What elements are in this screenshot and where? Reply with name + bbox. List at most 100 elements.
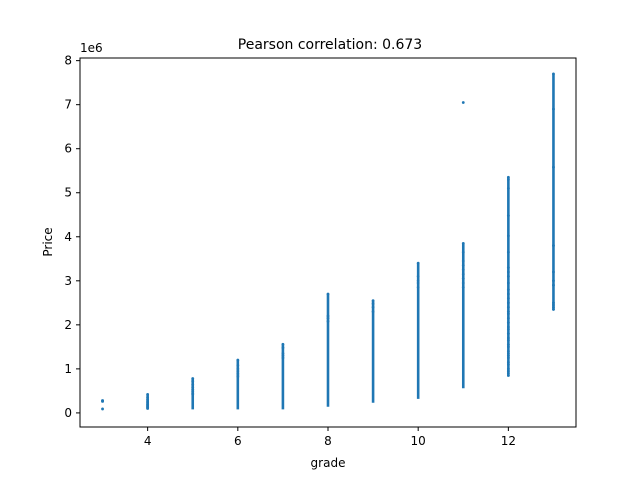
data-point	[506, 175, 510, 179]
data-point	[506, 250, 510, 254]
y-axis-label: Price	[41, 227, 55, 256]
data-point	[371, 302, 375, 306]
data-point	[506, 281, 510, 285]
data-point	[416, 279, 420, 283]
data-point	[506, 363, 510, 366]
data-point	[461, 281, 465, 285]
y-tick-label: 0	[64, 406, 72, 420]
data-point	[101, 407, 104, 411]
data-point	[506, 332, 510, 336]
data-point	[506, 371, 510, 375]
data-point	[281, 342, 285, 346]
data-point	[461, 272, 465, 276]
data-point	[416, 286, 420, 289]
data-point	[506, 214, 510, 218]
data-point	[461, 241, 465, 245]
data-point	[146, 393, 150, 396]
data-points	[101, 72, 555, 411]
data-point	[281, 346, 285, 350]
y-tick-label: 7	[64, 98, 72, 112]
data-point	[506, 312, 510, 316]
data-point	[506, 305, 510, 309]
data-point	[371, 299, 375, 303]
data-point	[552, 72, 555, 76]
data-point	[281, 356, 285, 360]
x-tick-label: 10	[411, 434, 426, 448]
y-offset-label: 1e6	[80, 41, 103, 55]
data-point	[461, 101, 465, 104]
data-point	[326, 314, 330, 318]
y-tick-label: 2	[64, 318, 72, 332]
data-point	[506, 356, 510, 360]
y-axis-ticks: 0 1 2 3 4 5 6 7 8	[64, 54, 80, 420]
data-point	[506, 367, 510, 371]
data-point	[371, 305, 375, 309]
data-point	[461, 268, 465, 272]
data-point	[552, 165, 555, 169]
data-point	[461, 259, 465, 263]
data-point	[191, 377, 195, 380]
data-point	[461, 263, 465, 267]
data-point	[506, 321, 510, 325]
data-point	[506, 369, 510, 373]
data-point	[506, 360, 510, 364]
data-point	[281, 352, 285, 355]
data-point	[506, 345, 510, 349]
data-point	[191, 385, 195, 389]
data-point	[236, 375, 240, 379]
data-point	[552, 270, 555, 274]
data-point	[506, 327, 510, 331]
data-point	[506, 325, 510, 329]
data-point	[506, 349, 510, 353]
data-point	[236, 369, 240, 373]
data-point	[552, 279, 555, 283]
data-point	[506, 292, 510, 296]
data-point	[236, 367, 240, 371]
data-point	[416, 281, 420, 285]
data-point	[506, 343, 510, 347]
data-point	[506, 354, 510, 358]
y-tick-label: 8	[64, 54, 72, 68]
data-point	[461, 250, 465, 254]
data-point	[506, 316, 510, 320]
data-point	[552, 283, 555, 287]
chart-title: Pearson correlation: 0.673	[238, 37, 422, 53]
x-axis-ticks: 4 6 8 10 12	[144, 427, 516, 448]
x-tick-label: 8	[324, 434, 332, 448]
data-point	[281, 354, 285, 358]
data-point	[506, 301, 510, 305]
data-point	[191, 379, 195, 383]
y-tick-label: 5	[64, 186, 72, 200]
data-point	[326, 319, 330, 323]
data-point	[416, 275, 420, 278]
data-point	[146, 407, 150, 410]
y-tick-label: 4	[64, 230, 72, 244]
data-point	[506, 288, 510, 292]
data-point	[416, 261, 420, 265]
x-tick-label: 6	[234, 434, 242, 448]
y-tick-label: 3	[64, 274, 72, 288]
data-point	[506, 338, 510, 342]
data-point	[506, 186, 510, 190]
data-point	[506, 352, 510, 355]
data-point	[506, 336, 510, 340]
x-tick-label: 4	[144, 434, 152, 448]
data-point	[191, 393, 195, 396]
data-point	[506, 266, 510, 269]
plot-frame	[79, 57, 577, 428]
x-tick-label: 12	[501, 434, 516, 448]
y-tick-label: 1	[64, 362, 72, 376]
data-point	[146, 396, 150, 399]
y-tick-label: 6	[64, 142, 72, 156]
data-point	[236, 363, 240, 367]
data-point	[552, 244, 555, 247]
data-point	[506, 275, 510, 278]
data-point	[552, 107, 555, 111]
data-point	[371, 310, 375, 314]
data-point	[506, 310, 510, 314]
data-point	[552, 305, 555, 309]
data-point	[461, 286, 465, 289]
data-point	[101, 399, 104, 403]
